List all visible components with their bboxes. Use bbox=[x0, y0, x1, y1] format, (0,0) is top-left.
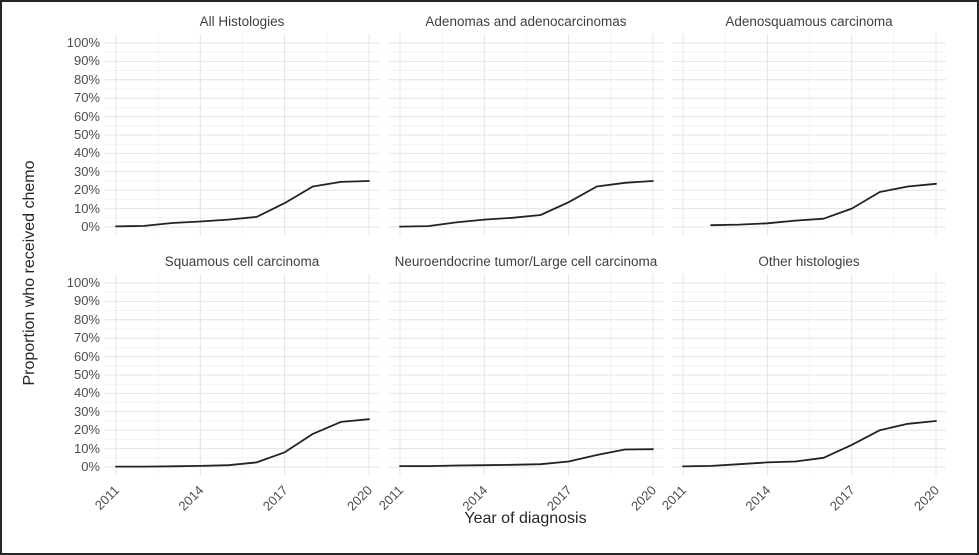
facet-title: Other histologies bbox=[758, 254, 860, 269]
y-tick-label: 10% bbox=[73, 200, 100, 216]
x-tick-label: 2017 bbox=[827, 483, 858, 514]
trend-line bbox=[710, 182, 937, 227]
trend-line bbox=[682, 420, 937, 468]
y-axis-title: Proportion who received chemo bbox=[21, 160, 38, 386]
y-tick-label: 0% bbox=[81, 219, 100, 234]
x-tick-label: 2011 bbox=[376, 483, 406, 513]
x-tick-label: 2011 bbox=[659, 483, 689, 513]
y-tick-label: 60% bbox=[73, 108, 100, 124]
line-chart-panel bbox=[105, 274, 379, 475]
facet-all-histologies: All Histologies bbox=[105, 10, 379, 235]
y-tick-label: 60% bbox=[73, 348, 100, 364]
facet-title: Squamous cell carcinoma bbox=[164, 254, 320, 269]
x-tick-label: 2017 bbox=[260, 483, 291, 514]
y-tick-label: 10% bbox=[73, 440, 100, 456]
x-tick-label: 2011 bbox=[92, 483, 122, 513]
trend-line bbox=[115, 180, 370, 228]
y-tick-label: 20% bbox=[73, 422, 100, 438]
x-tick-label: 2017 bbox=[544, 483, 575, 514]
facet-title: Neuroendocrine tumor/Large cell carcinom… bbox=[394, 254, 658, 269]
trend-line bbox=[399, 448, 654, 468]
x-tick-label: 2020 bbox=[911, 483, 942, 514]
y-tick-label: 50% bbox=[73, 367, 100, 382]
facet-title: All Histologies bbox=[199, 14, 285, 29]
y-tick-label: 80% bbox=[73, 71, 100, 87]
line-chart-panel bbox=[672, 34, 946, 235]
y-tick-label: 30% bbox=[73, 403, 100, 419]
y-tick-label: 50% bbox=[73, 127, 100, 142]
trend-line bbox=[115, 418, 370, 468]
y-tick-label: 70% bbox=[73, 90, 100, 106]
facet-neuroendocrine-large-cell: Neuroendocrine tumor/Large cell carcinom… bbox=[389, 250, 663, 475]
y-tick-label: 70% bbox=[73, 330, 100, 346]
facet-title: Adenomas and adenocarcinomas bbox=[425, 14, 627, 29]
facet-other-histologies: Other histologies bbox=[672, 250, 946, 475]
y-tick-label: 30% bbox=[73, 163, 100, 179]
x-tick-label: 2020 bbox=[628, 483, 659, 514]
x-axis-tick-labels: 2011 2014 2017 2020 2011 2014 2017 2020 2011 2014… bbox=[92, 483, 942, 514]
y-tick-label: 40% bbox=[73, 145, 100, 161]
line-chart-panel bbox=[672, 274, 946, 475]
facet-squamous-cell-carcinoma: Squamous cell carcinoma bbox=[105, 250, 379, 475]
y-tick-label: 0% bbox=[81, 459, 100, 474]
x-tick-label: 2014 bbox=[742, 483, 773, 514]
y-tick-label: 100% bbox=[66, 35, 100, 50]
y-tick-label: 90% bbox=[73, 293, 100, 309]
x-tick-label: 2014 bbox=[459, 483, 490, 514]
x-tick-label: 2014 bbox=[175, 483, 206, 514]
trend-line bbox=[399, 180, 654, 228]
facet-adenomas-adenocarcinomas: Adenomas and adenocarcinomas bbox=[389, 10, 663, 235]
y-tick-label: 80% bbox=[73, 311, 100, 327]
x-axis-title: Year of diagnosis bbox=[464, 510, 587, 527]
line-chart-panel bbox=[389, 274, 663, 475]
y-tick-label: 100% bbox=[66, 275, 100, 290]
facet-title: Adenosquamous carcinoma bbox=[725, 14, 893, 29]
facet-adenosquamous-carcinoma: Adenosquamous carcinoma bbox=[672, 10, 946, 235]
y-tick-label: 40% bbox=[73, 385, 100, 401]
line-chart-panel bbox=[105, 34, 379, 235]
line-chart-panel bbox=[389, 34, 663, 235]
x-tick-label: 2020 bbox=[344, 483, 375, 514]
y-tick-label: 90% bbox=[73, 53, 100, 69]
y-tick-label: 20% bbox=[73, 182, 100, 198]
